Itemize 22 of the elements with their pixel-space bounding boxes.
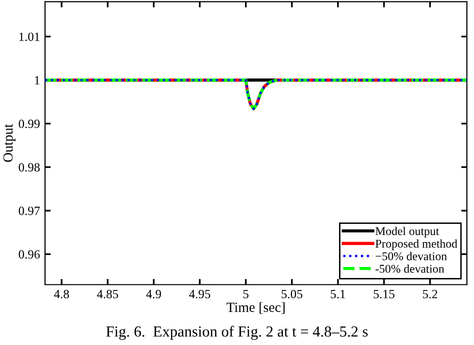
x-axis-title: Time [sec] [226,302,285,314]
y-tick-label: 0.99 [18,120,40,128]
y-tick-label: 0.97 [18,206,40,216]
y-tick-label: 1 [35,76,40,84]
x-tick-label: 5.1 [330,290,345,298]
x-tick-label: 5 [243,290,248,298]
legend-label: -50% devation [376,264,444,273]
x-tick-label: 4.9 [146,290,162,298]
y-tick-label: 0.98 [18,163,40,172]
legend-label: Model output [375,226,440,238]
caption: Fig. 6. Expansion of Fig. 2 at t = 4.8–5.2 s [106,326,368,340]
x-tick-label: 4.95 [189,290,210,298]
y-tick-label: 1.01 [19,32,40,42]
x-tick-label: 4.85 [96,290,118,298]
x-tick-label: 5.05 [282,290,302,298]
x-tick-label: 5.15 [374,290,394,298]
legend-label: Proposed method [375,239,458,250]
x-tick-label: 5.2 [422,290,438,298]
y-tick-label: 0.96 [18,250,40,259]
x-tick-label: 4.8 [54,290,69,298]
y-axis-title: Output [3,124,16,162]
legend-label: −50% devation [376,252,447,260]
